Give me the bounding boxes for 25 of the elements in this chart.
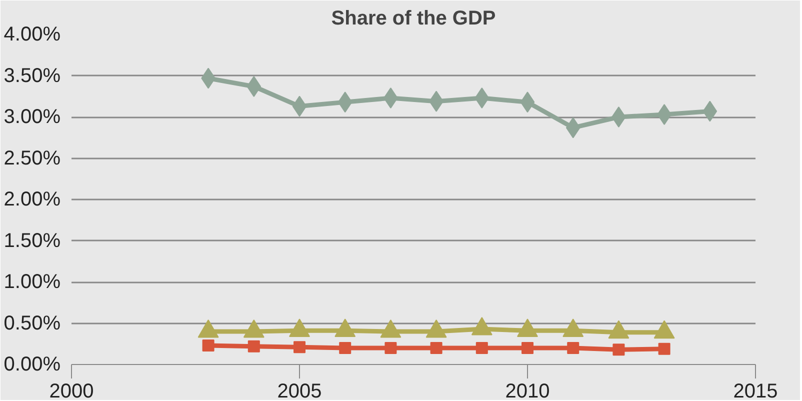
point <box>384 342 397 354</box>
point <box>339 342 352 354</box>
x-tick-label: 2005 <box>277 380 322 401</box>
point <box>522 342 534 354</box>
x-tick-label: 2010 <box>505 380 550 401</box>
y-tick-label: 1.00% <box>4 271 61 293</box>
y-tick-label: 2.00% <box>4 188 61 210</box>
point <box>294 341 306 354</box>
y-tick-label: 4.00% <box>4 24 61 46</box>
y-tick-label: 1.50% <box>4 230 61 252</box>
point <box>476 342 488 354</box>
y-tick-label: 3.50% <box>4 64 61 87</box>
y-tick-label: 2.50% <box>4 147 61 170</box>
point <box>567 342 580 354</box>
x-tick-label: 2000 <box>49 380 94 401</box>
y-tick-label: 0.00% <box>4 354 61 376</box>
y-tick-label: 3.00% <box>4 106 61 128</box>
y-tick-label: 0.50% <box>4 312 61 334</box>
point <box>202 340 214 352</box>
point <box>612 344 625 356</box>
chart-title: Share of the GDP <box>331 8 496 30</box>
point <box>658 342 670 355</box>
x-tick-label: 2015 <box>733 380 778 401</box>
point <box>430 342 442 354</box>
point <box>248 340 260 352</box>
